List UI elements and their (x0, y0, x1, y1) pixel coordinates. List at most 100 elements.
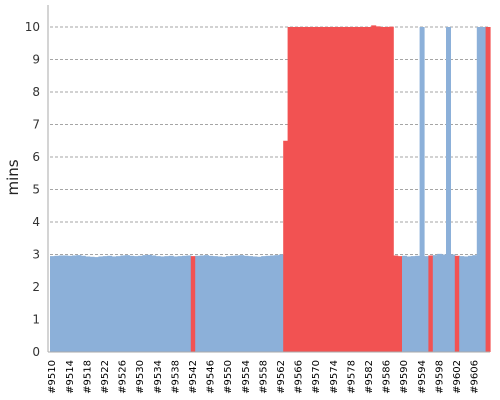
x-tick-label: #9510 (47, 360, 58, 394)
failed-build-bar (393, 255, 399, 352)
build-bar (133, 256, 139, 352)
failed-build-bar (190, 256, 196, 352)
failed-build-bar (305, 27, 311, 352)
build-bar (450, 254, 456, 352)
build-bar (419, 27, 425, 352)
x-tick-label: #9602 (452, 360, 463, 394)
x-tick-label: #9546 (206, 360, 217, 394)
x-tick-label: #9606 (470, 360, 481, 394)
x-tick-label: #9590 (399, 360, 410, 394)
failed-build-bar (344, 27, 350, 352)
failed-build-bar (292, 27, 297, 352)
y-tick-label: 6 (32, 150, 40, 164)
x-tick-label: #9558 (258, 360, 269, 394)
series-area (50, 25, 491, 353)
y-axis-title: mins (4, 159, 22, 195)
build-bar (278, 254, 284, 352)
build-bar (239, 255, 245, 352)
failed-build-bar (318, 27, 324, 352)
build-bar (102, 256, 108, 352)
build-bar (261, 256, 267, 352)
y-tick-label: 0 (32, 345, 40, 359)
build-bar (58, 255, 64, 352)
build-bar (252, 256, 258, 352)
failed-build-bar (358, 27, 363, 352)
build-bar (274, 255, 280, 352)
failed-build-bar (283, 140, 289, 352)
build-bar (67, 255, 73, 352)
failed-build-bar (388, 26, 394, 353)
y-tick-label: 3 (32, 248, 40, 262)
failed-build-bar (362, 27, 368, 352)
build-bar (410, 256, 416, 352)
build-bar (472, 255, 478, 352)
build-bar (124, 255, 130, 352)
x-tick-label: #9578 (346, 360, 357, 394)
failed-build-bar (309, 27, 315, 352)
build-bar (186, 255, 192, 352)
failed-build-bar (428, 255, 434, 352)
failed-build-bar (349, 27, 355, 352)
build-bar (217, 256, 223, 352)
build-bar (63, 255, 69, 352)
build-bar (208, 255, 214, 352)
build-bar (441, 254, 447, 352)
build-bar (256, 256, 262, 352)
failed-build-bar (327, 27, 333, 352)
build-bar (89, 256, 95, 352)
build-bar (85, 256, 91, 352)
build-bar (415, 255, 421, 352)
build-bar (406, 256, 412, 352)
failed-build-bar (287, 27, 293, 352)
failed-build-bar (384, 27, 390, 352)
build-bar (151, 255, 157, 352)
build-bar (212, 256, 218, 352)
build-bar (164, 256, 170, 352)
build-bar (424, 256, 429, 352)
x-tick-label: #9570 (311, 360, 322, 394)
x-tick-label: #9530 (135, 360, 146, 394)
x-tick-label: #9586 (382, 360, 393, 394)
build-bar (248, 256, 253, 352)
y-tick-label: 8 (32, 85, 40, 99)
build-bar (129, 255, 135, 352)
build-bar (146, 254, 152, 352)
build-bar (402, 255, 407, 352)
x-tick-label: #9594 (417, 360, 428, 394)
y-tick-label: 2 (32, 280, 40, 294)
build-bar (177, 256, 183, 352)
build-bar (116, 256, 121, 352)
build-bar (142, 255, 148, 352)
failed-build-bar (371, 25, 377, 352)
failed-build-bar (397, 256, 403, 352)
build-bar (138, 255, 143, 352)
build-bar (226, 256, 231, 352)
build-bar (204, 255, 209, 352)
x-tick-label: #9526 (118, 360, 129, 394)
build-bar (50, 256, 55, 352)
build-bar (182, 255, 187, 352)
failed-build-bar (340, 27, 346, 352)
build-bar (265, 255, 271, 352)
build-bar (476, 27, 482, 352)
build-bar (468, 255, 473, 352)
build-bar (98, 256, 104, 352)
build-bar (76, 255, 82, 352)
build-bar (94, 257, 99, 352)
x-tick-label: #9518 (82, 360, 93, 394)
build-bar (54, 255, 60, 352)
failed-build-bar (375, 26, 381, 352)
failed-build-bar (380, 27, 385, 352)
y-tick-label: 4 (32, 215, 40, 229)
y-tick-label: 1 (32, 313, 40, 327)
x-tick-label: #9538 (170, 360, 181, 394)
build-bar (459, 256, 465, 352)
y-tick-label: 7 (32, 118, 40, 132)
build-bar (437, 253, 443, 352)
failed-build-bar (353, 27, 359, 352)
x-tick-label: #9550 (223, 360, 234, 394)
x-tick-label: #9514 (65, 360, 76, 394)
failed-build-bar (485, 27, 491, 352)
build-bar (111, 256, 117, 352)
